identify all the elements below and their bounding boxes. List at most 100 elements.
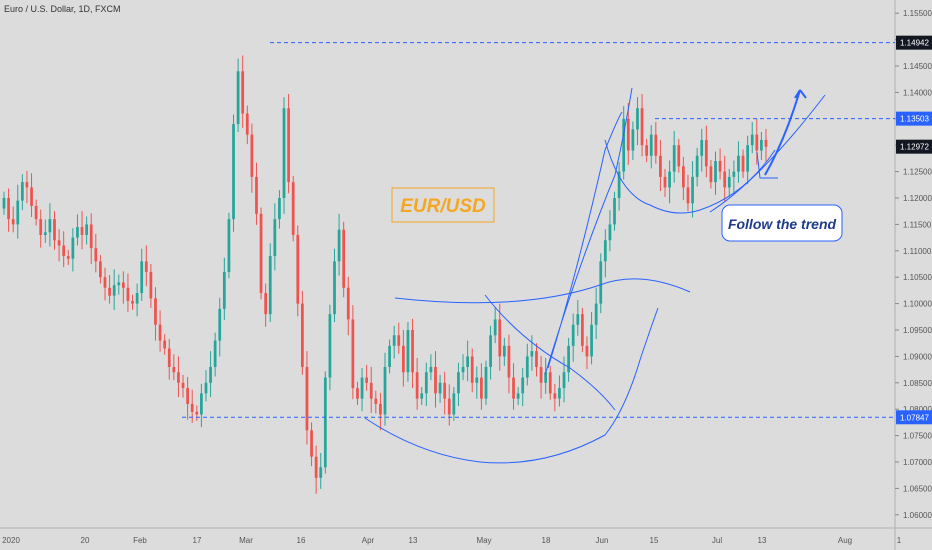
- y-tick-label: 1.09000: [903, 352, 932, 361]
- candle-body: [135, 293, 139, 304]
- candle-body: [447, 398, 451, 415]
- candle-body: [700, 139, 704, 156]
- candle-body: [677, 145, 681, 167]
- x-tick-label: 20: [81, 536, 90, 545]
- candle-body: [11, 219, 15, 225]
- candle-body: [695, 155, 699, 177]
- candle-body: [645, 145, 649, 156]
- candle-body: [57, 240, 61, 246]
- candle-body: [273, 219, 277, 257]
- candle-body: [704, 139, 708, 167]
- x-tick-label: 1: [897, 536, 902, 545]
- candle-body: [356, 388, 359, 399]
- candle-body: [562, 372, 566, 389]
- candle-body: [535, 351, 538, 367]
- candle-body: [227, 219, 231, 272]
- x-tick-label: May: [476, 536, 491, 545]
- price-label-box: [896, 139, 932, 154]
- x-tick-label: Mar: [239, 536, 253, 545]
- candle-body: [20, 182, 24, 201]
- candle-body: [429, 366, 433, 373]
- x-tick-label: Jul: [712, 536, 722, 545]
- time-axis[interactable]: 2020 20 Feb 17 Mar 16 Apr 13 May 18 Jun 15 Jul 13 Aug 1: [2, 536, 902, 545]
- callout-text: Follow the trend: [728, 216, 837, 232]
- x-tick-label: 16: [297, 536, 306, 545]
- x-tick-label: 2020: [2, 536, 20, 545]
- y-tick-label: 1.10000: [903, 300, 932, 309]
- candle-body: [53, 219, 56, 241]
- candle-body: [512, 377, 515, 399]
- y-tick-label: 1.06000: [903, 511, 932, 520]
- candle-body: [741, 155, 745, 172]
- candle-body: [310, 430, 313, 457]
- candle-body: [245, 113, 249, 135]
- candle-body: [25, 182, 29, 188]
- candle-body: [66, 256, 70, 259]
- candle-body: [714, 161, 717, 183]
- y-tick-label: 1.09500: [903, 326, 932, 335]
- candle-body: [7, 198, 10, 220]
- candle-body: [420, 393, 424, 399]
- candle-body: [337, 229, 341, 262]
- horizontal-levels: [182, 42, 895, 418]
- candle-body: [567, 345, 570, 373]
- candle-body: [659, 155, 662, 177]
- price-label: 1.13503: [900, 115, 929, 124]
- candle-body: [636, 108, 639, 130]
- candle-body: [16, 200, 20, 225]
- candle-body: [149, 271, 153, 299]
- candle-body: [121, 282, 125, 288]
- y-tick-label: 1.11000: [903, 247, 932, 256]
- candle-body: [369, 382, 373, 399]
- candle-body: [617, 171, 621, 198]
- candle-body: [346, 287, 350, 320]
- big-bottom-curve: [364, 307, 659, 464]
- price-label-box: [896, 410, 932, 425]
- candle-body: [314, 456, 318, 478]
- candle-body: [204, 382, 208, 394]
- candle-body: [750, 134, 754, 146]
- price-label-box: [896, 111, 932, 126]
- candle-body: [351, 319, 355, 389]
- candle-body: [154, 298, 157, 325]
- candle-body: [723, 171, 727, 188]
- candle-body: [374, 398, 378, 404]
- candle-body: [333, 261, 336, 315]
- x-tick-label: Feb: [133, 536, 147, 545]
- candle-body: [626, 118, 630, 151]
- candle-body: [466, 356, 470, 367]
- candle-body: [131, 300, 134, 304]
- candle-body: [163, 340, 167, 349]
- candle-body: [278, 198, 281, 220]
- y-tick-label: 1.15500: [903, 9, 932, 18]
- candle-body: [300, 303, 304, 367]
- candle-body: [268, 256, 272, 315]
- projection-arrow: [764, 89, 807, 176]
- candle-body: [525, 356, 529, 378]
- candle-body: [461, 366, 465, 373]
- candle-body: [255, 176, 258, 214]
- candle-body: [475, 377, 479, 383]
- candle-body: [30, 187, 33, 206]
- x-tick-label: 15: [650, 536, 659, 545]
- candle-body: [397, 335, 401, 346]
- candle-body: [2, 198, 6, 209]
- candle-body: [43, 232, 47, 235]
- candle-body: [108, 287, 111, 296]
- candle-body: [209, 366, 212, 383]
- candle-body: [649, 134, 653, 156]
- candle-body: [383, 366, 387, 415]
- candle-body: [489, 335, 492, 367]
- candle-body: [241, 71, 245, 114]
- candle-body: [264, 293, 268, 315]
- candle-body: [99, 261, 102, 278]
- trendline: [709, 94, 826, 213]
- candle-body: [144, 261, 148, 272]
- candle-body: [296, 234, 300, 304]
- price-axis[interactable]: 1.155001.150001.145001.140001.135001.130…: [895, 9, 932, 520]
- candle-body: [493, 319, 497, 336]
- candle-body: [218, 308, 222, 341]
